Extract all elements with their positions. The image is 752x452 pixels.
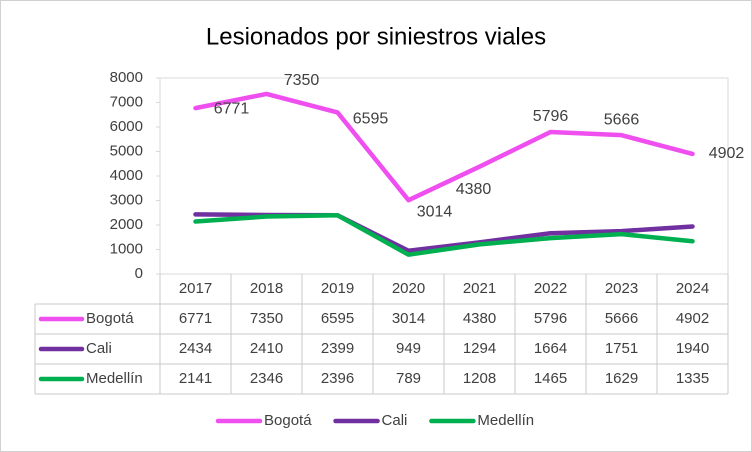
table-cell: 1465 [534,370,567,387]
series-line [193,91,695,203]
x-tick-label: 2022 [534,280,567,297]
table-cell: 789 [396,370,421,387]
table-cell: 4902 [676,310,709,327]
table-cell: 1629 [605,370,638,387]
table-cell: 2434 [179,340,212,357]
y-tick-label: 6000 [110,118,143,135]
table-cell: 1940 [676,340,709,357]
table-cell: 1294 [463,340,496,357]
data-label: 4380 [456,181,492,198]
x-tick-label: 2020 [392,280,425,297]
series-line [193,213,695,257]
x-tick-label: 2024 [676,280,709,297]
table-cell: 1208 [463,370,496,387]
table-cell: 3014 [392,310,425,327]
data-label: 5796 [533,108,569,125]
table-cell: 5666 [605,310,638,327]
chart-title: Lesionados por siniestros viales [206,23,546,50]
table-row-label: Bogotá [86,310,134,327]
table-cell: 2410 [250,340,283,357]
legend-label: Bogotá [264,412,312,429]
y-tick-label: 0 [135,265,143,282]
data-label: 3014 [417,203,453,220]
y-tick-label: 5000 [110,142,143,159]
x-tick-label: 2021 [463,280,496,297]
table-cell: 2346 [250,370,283,387]
table-cell: 2396 [321,370,354,387]
table-cell: 6595 [321,310,354,327]
table-cell: 1751 [605,340,638,357]
x-tick-label: 2023 [605,280,638,297]
table-cell: 1335 [676,370,709,387]
table-row-label: Medellín [86,370,143,387]
data-label: 7350 [284,72,320,89]
table-cell: 949 [396,340,421,357]
x-tick-label: 2018 [250,280,283,297]
data-label: 5666 [604,111,640,128]
y-tick-label: 3000 [110,191,143,208]
table-cell: 2141 [179,370,212,387]
data-label: 6595 [353,111,389,128]
table-cell: 4380 [463,310,496,327]
y-tick-label: 4000 [110,167,143,184]
legend-label: Cali [382,412,408,429]
table-cell: 7350 [250,310,283,327]
y-tick-label: 1000 [110,240,143,257]
table-cell: 1664 [534,340,567,357]
x-tick-label: 2019 [321,280,354,297]
y-tick-label: 8000 [110,69,143,86]
table-cell: 2399 [321,340,354,357]
table-cell: 5796 [534,310,567,327]
table-cell: 6771 [179,310,212,327]
table-row-label: Cali [86,340,112,357]
legend-label: Medellín [477,412,534,429]
data-label: 6771 [214,100,250,117]
x-tick-label: 2017 [179,280,212,297]
y-tick-label: 2000 [110,216,143,233]
y-tick-label: 7000 [110,93,143,110]
data-label: 4902 [709,145,745,162]
